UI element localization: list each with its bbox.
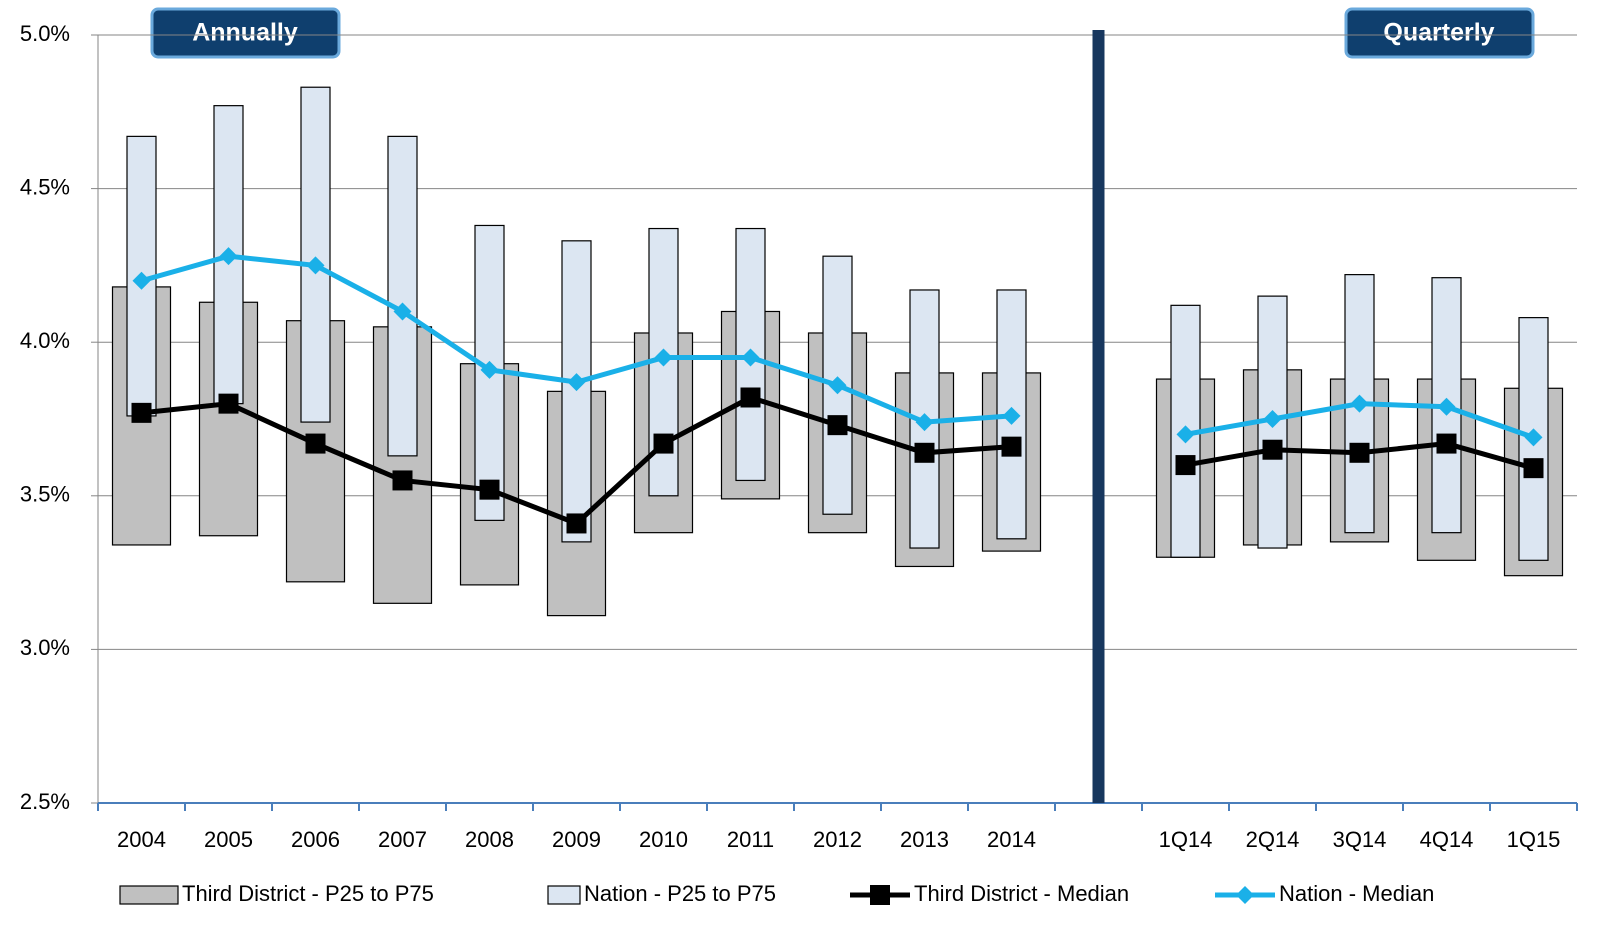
marker	[915, 413, 934, 432]
x-tick-label: 1Q14	[1159, 827, 1213, 852]
marker	[1263, 410, 1282, 428]
divider	[1092, 30, 1105, 803]
marker	[1524, 428, 1543, 447]
legend-swatch	[119, 885, 179, 905]
marker	[1002, 406, 1021, 425]
y-tick-label: 4.5%	[20, 174, 70, 199]
marker	[131, 402, 152, 423]
marker	[827, 415, 848, 436]
x-tick-label: 2012	[813, 827, 862, 852]
marker	[828, 376, 847, 395]
y-tick-label: 3.0%	[20, 635, 70, 660]
marker	[219, 247, 238, 266]
x-tick-label: 3Q14	[1333, 827, 1387, 852]
marker	[393, 302, 412, 321]
x-tick-label: 2007	[378, 827, 427, 852]
x-tick-label: 2004	[117, 827, 166, 852]
marker	[1436, 433, 1457, 454]
marker	[392, 470, 413, 491]
x-tick-label: 2005	[204, 827, 253, 852]
legend-marker	[870, 885, 890, 905]
y-tick-label: 4.0%	[20, 328, 70, 353]
marker	[1176, 425, 1195, 444]
range-bar	[561, 240, 592, 543]
legend-label: Third District - Median	[914, 881, 1129, 906]
marker	[306, 256, 325, 275]
marker	[566, 513, 587, 534]
marker	[567, 373, 586, 392]
legend-label: Nation - Median	[1279, 881, 1434, 906]
range-bar	[300, 86, 331, 423]
marker	[741, 348, 760, 367]
x-tick-label: 2008	[465, 827, 514, 852]
x-tick-label: 2009	[552, 827, 601, 852]
legend-marker	[1236, 886, 1254, 904]
marker	[1523, 458, 1544, 479]
x-tick-label: 2013	[900, 827, 949, 852]
x-tick-label: 2014	[987, 827, 1036, 852]
legend-label: Nation - P25 to P75	[584, 881, 776, 906]
y-tick-label: 3.5%	[20, 482, 70, 507]
x-tick-label: 2010	[639, 827, 688, 852]
marker	[1349, 442, 1370, 463]
marker	[1001, 436, 1022, 457]
marker	[653, 433, 674, 454]
x-tick-label: 1Q15	[1507, 827, 1561, 852]
x-tick-label: 2011	[727, 827, 774, 852]
marker	[1175, 455, 1196, 476]
marker	[654, 348, 673, 367]
legend-swatch	[547, 885, 581, 905]
x-tick-label: 2Q14	[1246, 827, 1300, 852]
annotation: Annually	[192, 19, 298, 47]
marker	[218, 393, 239, 414]
marker	[480, 360, 499, 379]
marker	[479, 479, 500, 500]
marker	[1262, 439, 1283, 460]
range-bar	[387, 135, 418, 457]
annotation-box	[150, 7, 341, 59]
annotation-box	[1344, 7, 1535, 59]
marker	[914, 442, 935, 463]
marker	[305, 433, 326, 454]
marker	[740, 387, 761, 408]
x-tick-label: 4Q14	[1420, 827, 1474, 852]
y-tick-label: 5.0%	[20, 21, 70, 46]
legend-label: Third District - P25 to P75	[182, 881, 434, 906]
x-tick-label: 2006	[291, 827, 340, 852]
marker	[1437, 397, 1456, 416]
annotation: Quarterly	[1383, 19, 1494, 47]
y-tick-label: 2.5%	[20, 789, 70, 814]
marker	[132, 271, 151, 290]
marker	[1350, 394, 1369, 413]
